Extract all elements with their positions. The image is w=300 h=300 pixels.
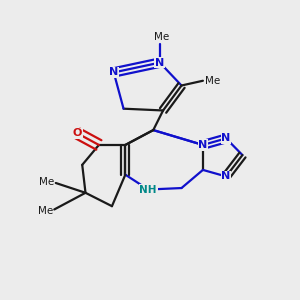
Text: Me: Me	[39, 176, 54, 187]
Text: Me: Me	[38, 206, 53, 216]
Text: NH: NH	[140, 184, 157, 194]
Text: Me: Me	[205, 76, 220, 86]
Text: O: O	[73, 128, 82, 138]
Text: N: N	[198, 140, 208, 150]
Text: N: N	[109, 68, 119, 77]
Text: N: N	[221, 134, 231, 143]
Text: N: N	[155, 58, 164, 68]
Text: Me: Me	[154, 32, 169, 42]
Text: N: N	[221, 172, 231, 182]
